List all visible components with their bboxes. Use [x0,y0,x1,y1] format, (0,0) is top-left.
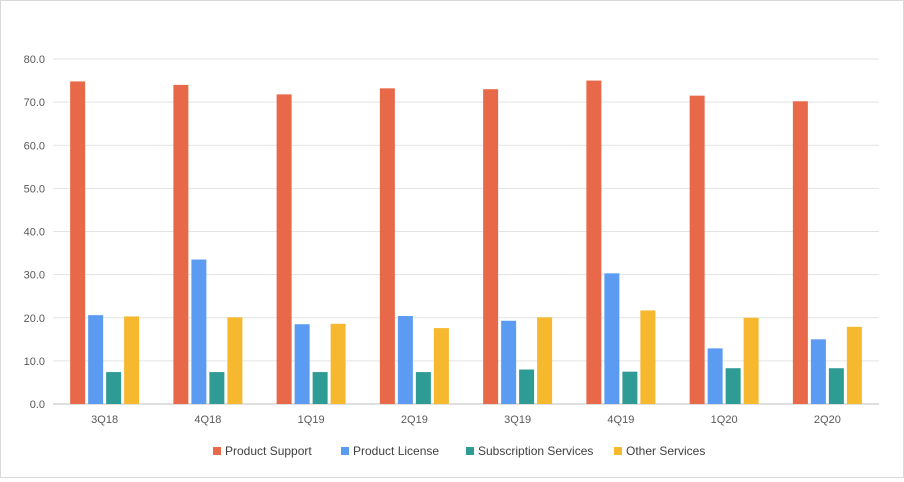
y-tick-label: 70.0 [24,97,45,109]
bar [276,94,292,405]
y-tick-label: 60.0 [24,140,45,152]
bar [483,89,499,404]
bar [227,317,243,404]
legend-label: Subscription Services [478,444,593,458]
bar [397,316,413,404]
x-axis-tick-labels: 3Q18 4Q18 1Q19 2Q19 3Q19 4Q19 1Q20 2Q20 [91,414,841,426]
bar [312,372,328,404]
y-tick-label: 10.0 [24,356,45,368]
bar [379,88,395,404]
y-axis-tick-labels: 0.0 10.0 20.0 30.0 40.0 50.0 60.0 70.0 80.0 [24,54,45,411]
x-tick-label: 3Q19 [504,414,531,426]
bar [828,368,844,404]
bar [294,324,310,404]
bar [604,273,620,404]
bars [70,80,862,405]
bar [846,326,862,404]
bar [537,317,553,404]
bar [586,80,602,404]
bar [191,259,207,404]
x-tick-label: 3Q18 [91,414,118,426]
x-tick-label: 4Q18 [194,414,221,426]
legend-swatch [614,447,622,455]
y-tick-label: 40.0 [24,227,45,239]
x-tick-label: 2Q19 [401,414,428,426]
gridlines [53,58,879,405]
bar [622,371,638,404]
y-tick-label: 30.0 [24,270,45,282]
bar [330,323,346,404]
bar [106,372,122,404]
bar [173,84,189,404]
y-tick-label: 50.0 [24,183,45,195]
bar [519,369,535,404]
bar [689,95,705,404]
x-tick-label: 4Q19 [607,414,634,426]
y-tick-label: 20.0 [24,313,45,325]
x-tick-label: 1Q20 [711,414,738,426]
bar [707,348,723,404]
x-tick-label: 1Q19 [298,414,325,426]
bar [209,372,225,404]
legend: Product Support Product License Subscripti… [213,444,705,458]
bar [810,339,826,404]
legend-label: Other Services [626,444,705,458]
legend-swatch [213,447,221,455]
bar [88,315,104,404]
legend-label: Product License [353,444,439,458]
bar [415,372,431,404]
bar [792,101,808,404]
bar [725,368,741,404]
bar [640,310,656,404]
y-tick-label: 80.0 [24,54,45,66]
bar [70,81,86,405]
bar [501,320,517,404]
legend-label: Product Support [225,444,312,458]
bar [124,316,140,404]
legend-swatch [466,447,474,455]
bar [433,328,449,404]
x-tick-label: 2Q20 [814,414,841,426]
bar [743,317,759,404]
y-tick-label: 0.0 [30,399,45,411]
legend-swatch [341,447,349,455]
